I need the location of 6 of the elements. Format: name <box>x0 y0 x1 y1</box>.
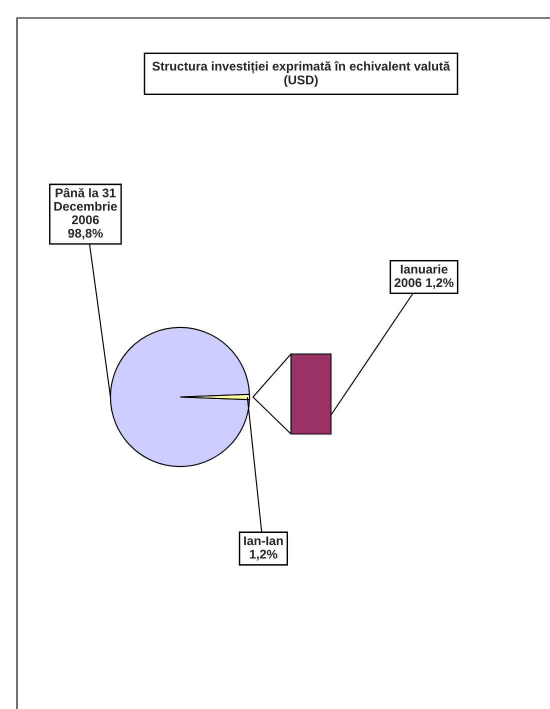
slice-label: Ian-Ian <box>244 536 283 546</box>
text: Ianuarie 2006 1,2% <box>394 264 454 289</box>
slice-label: Până la 31 Decembrie 2006 <box>54 188 117 224</box>
data-label: 98,8% <box>68 228 103 240</box>
chart-title: Structura investiției exprimată în echivalent valută (USD) <box>152 61 450 87</box>
data-label: 1,2% <box>250 550 278 560</box>
